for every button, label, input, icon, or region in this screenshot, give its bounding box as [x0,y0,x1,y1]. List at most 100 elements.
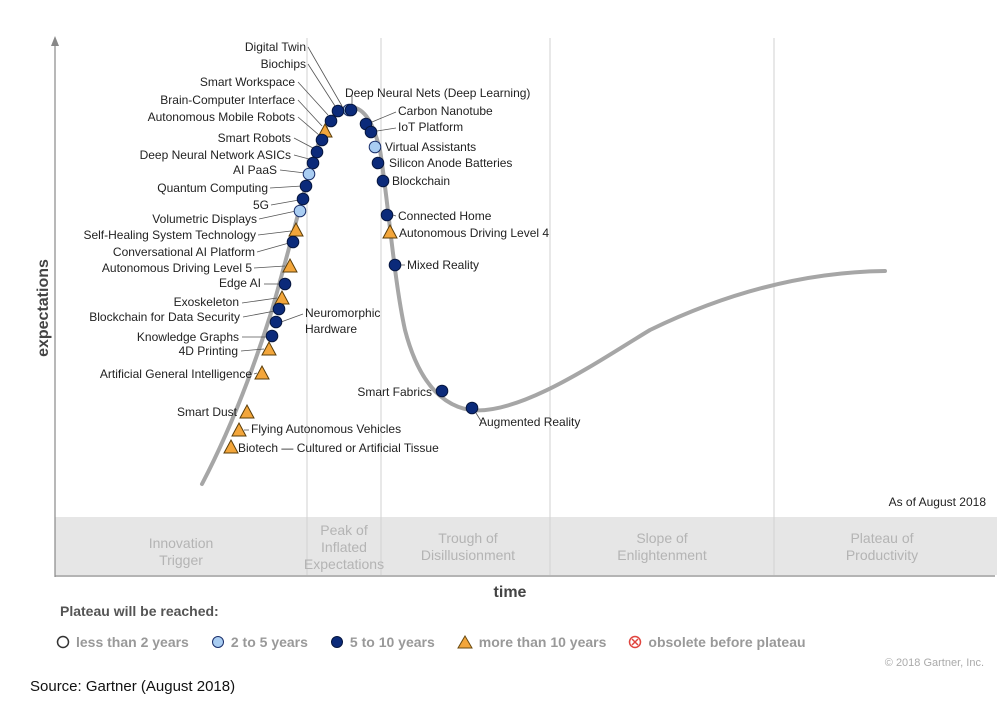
triangle-marker [223,438,239,454]
technology-label: Knowledge Graphs [137,330,239,344]
phase-label: Trigger [159,552,203,568]
technology-label: Smart Workspace [200,75,295,89]
technology-label: Deep Neural Network ASICs [140,148,291,162]
technology-label: Autonomous Mobile Robots [148,110,295,124]
dark-blue-marker [435,384,449,398]
legend-item-more-than-10: more than 10 years [456,634,606,650]
leader-line [392,214,397,217]
leader-line [307,46,343,107]
technology-label: Silicon Anode Batteries [389,156,512,170]
as-of-label: As of August 2018 [889,495,987,509]
technology-label: Autonomous Driving Level 5 [102,261,252,275]
white-circle-icon [56,635,70,649]
triangle-marker [382,223,398,239]
technology-label: 5G [253,198,269,212]
leader-line [240,348,265,352]
phase-label: Plateau of [850,530,913,546]
phase-label: Expectations [304,556,384,572]
triangle-marker [261,340,277,356]
legend-item-5-to-10: 5 to 10 years [330,634,435,650]
dark-blue-marker [324,114,338,128]
dark-blue-marker [380,208,394,222]
legend-label: 2 to 5 years [230,634,308,650]
dark-blue-circle-icon [330,636,343,648]
leader-line [293,154,310,160]
legend-item-less-than-2: less than 2 years [56,634,189,650]
dark-blue-marker [265,329,279,343]
dark-blue-marker [272,302,286,316]
technology-label: Digital Twin [245,40,306,54]
light-blue-marker [293,204,307,218]
legend-label: 5 to 10 years [349,634,435,650]
dark-blue-marker [364,125,378,139]
technology-label: Smart Dust [177,405,238,419]
phase-label: Enlightenment [617,547,707,563]
leader-line [256,242,290,253]
light-blue-marker [302,167,316,181]
leader-line [242,310,276,318]
leader-line [297,81,329,116]
phase-label: Disillusionment [421,547,515,563]
dark-blue-marker [376,174,390,188]
leader-line [307,63,336,107]
legend: less than 2 years 2 to 5 years 5 to 10 y… [56,632,828,652]
triangle-marker [239,403,255,419]
obsolete-icon [629,635,642,649]
dark-blue-marker [278,277,292,291]
technology-label: Neuromorphic Hardware [305,306,380,336]
phase-label: Slope of [636,530,687,546]
legend-title: Plateau will be reached: [60,603,219,619]
source-note: Source: Gartner (August 2018) [30,678,236,695]
dark-blue-marker [299,179,313,193]
leader-line [258,210,297,220]
technology-label: Flying Autonomous Vehicles [251,422,401,436]
technology-label: Self-Healing System Technology [83,228,256,242]
technology-label: Conversational AI Platform [113,245,255,259]
technology-label: Biochips [261,57,306,71]
triangle-marker [288,221,304,237]
technology-label: Virtual Assistants [385,140,476,154]
y-axis-arrow [51,36,59,46]
technology-label: Smart Fabrics [357,385,432,399]
dark-blue-marker [465,401,479,415]
leader-line [257,230,292,236]
dark-blue-marker [388,258,402,272]
technology-label: Biotech — Cultured or Artificial Tissue [238,441,439,455]
dark-blue-marker [306,156,320,170]
technology-label: Mixed Reality [407,258,479,272]
triangle-marker [231,421,247,437]
dark-blue-marker [310,145,324,159]
leader-line [297,116,320,136]
dark-blue-marker [371,156,385,170]
technology-label: Artificial General Intelligence [100,367,252,381]
leader-line [376,127,397,132]
dark-blue-marker [296,192,310,206]
technology-label: IoT Platform [398,120,463,134]
leader-line [280,313,304,323]
dark-blue-marker [315,133,329,147]
technology-label: Augmented Reality [479,415,580,429]
leader-line [253,265,286,269]
copyright: © 2018 Gartner, Inc. [884,657,984,669]
phase-band [55,517,997,575]
technology-label: Smart Robots [218,131,291,145]
technology-label: AI PaaS [233,163,277,177]
dark-blue-marker [286,235,300,249]
leader-line [293,137,314,149]
light-blue-circle-icon [211,636,224,648]
leader-line [241,297,278,304]
leader-line [371,111,397,123]
triangle-marker [254,364,270,380]
leader-line [269,185,303,189]
leader-line [475,412,482,422]
leader-line [297,99,323,127]
technology-label: Brain-Computer Interface [160,93,295,107]
technology-label: Volumetric Displays [152,212,257,226]
dark-blue-marker [269,315,283,329]
phase-label: Trough of [438,530,498,546]
leader-line [253,372,258,375]
phase-label: Innovation [149,535,214,551]
x-axis-label: time [494,584,527,601]
phase-label: Productivity [846,547,918,563]
